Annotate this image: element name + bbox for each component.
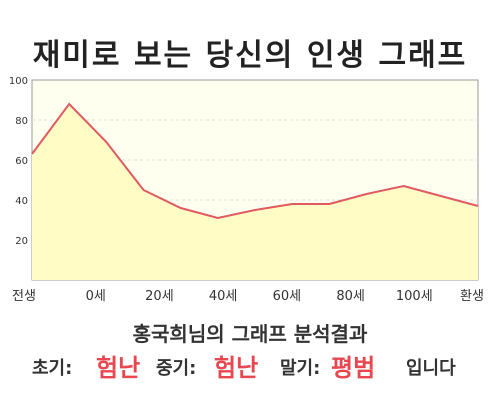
mid-value: 험난 <box>214 354 259 382</box>
result-summary: 초기: 험난 중기: 험난 말기: 평범 입니다 <box>0 348 500 382</box>
mid-label: 중기: <box>156 358 197 379</box>
late-value: 평범 <box>331 354 376 382</box>
y-tick-label: 40 <box>15 196 28 207</box>
page-title: 재미로 보는 당신의 인생 그래프 <box>32 38 468 73</box>
x-tick-label: 환생 <box>460 289 484 304</box>
y-tick-label: 60 <box>15 156 28 167</box>
y-tick-label: 100 <box>9 76 28 87</box>
x-axis-ticks: 전생 0세 20세 40세 60세 80세 100세 환생 <box>12 289 484 304</box>
early-value: 험난 <box>96 354 141 382</box>
x-tick-label: 100세 <box>396 289 433 304</box>
x-tick-label: 60세 <box>273 289 302 304</box>
early-label: 초기: <box>32 358 73 379</box>
late-label: 말기: <box>280 358 321 379</box>
x-tick-label: 80세 <box>336 289 365 304</box>
series-line <box>31 102 479 220</box>
y-axis-ticks: 20 40 60 80 100 <box>9 76 28 247</box>
life-graph-chart: 20 40 60 80 100 전생 0세 20세 40세 60세 80세 100세 환생 <box>9 76 484 304</box>
y-tick-label: 80 <box>15 116 28 127</box>
series-area <box>32 104 478 280</box>
x-tick-label: 전생 <box>12 289 36 304</box>
result-subtitle: 홍국희님의 그래프 분석결과 <box>132 322 368 346</box>
x-tick-label: 20세 <box>145 289 174 304</box>
x-tick-label: 40세 <box>209 289 238 304</box>
suffix-text: 입니다 <box>406 358 456 379</box>
y-tick-label: 20 <box>15 236 28 247</box>
x-tick-label: 0세 <box>86 289 106 304</box>
